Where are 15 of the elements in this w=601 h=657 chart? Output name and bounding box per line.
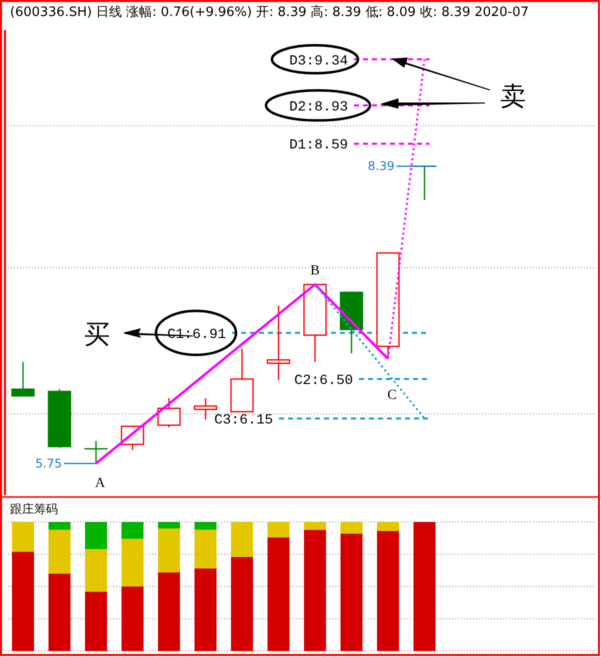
text: 卖 — [500, 82, 526, 112]
ref-line-label: C3:6.15 — [214, 412, 273, 428]
chart-title: 跟庄筹码 — [10, 502, 58, 516]
ref-line-label: D2:8.93 — [289, 99, 348, 116]
data-label: A — [94, 476, 106, 491]
ref-line-label: D3:9.34 — [289, 53, 348, 70]
ref-line-label: D1:8.59 — [289, 138, 348, 154]
annotation: 买 — [84, 320, 110, 350]
ref-line-label: C2:6.50 — [294, 373, 353, 390]
annotation: 5.75 — [35, 456, 62, 470]
data-label: B — [310, 263, 320, 278]
ref-line-label: C1:6.91 — [167, 326, 226, 343]
annotation: 8.39 — [368, 159, 394, 174]
data-label: C — [387, 388, 397, 403]
chart-title: (600336.SH) 日线 涨幅: 0.76(+9.96%) 开: 8.39 高: 8.39 低: 8.09 收: 8.39 2020-07 — [10, 4, 529, 20]
